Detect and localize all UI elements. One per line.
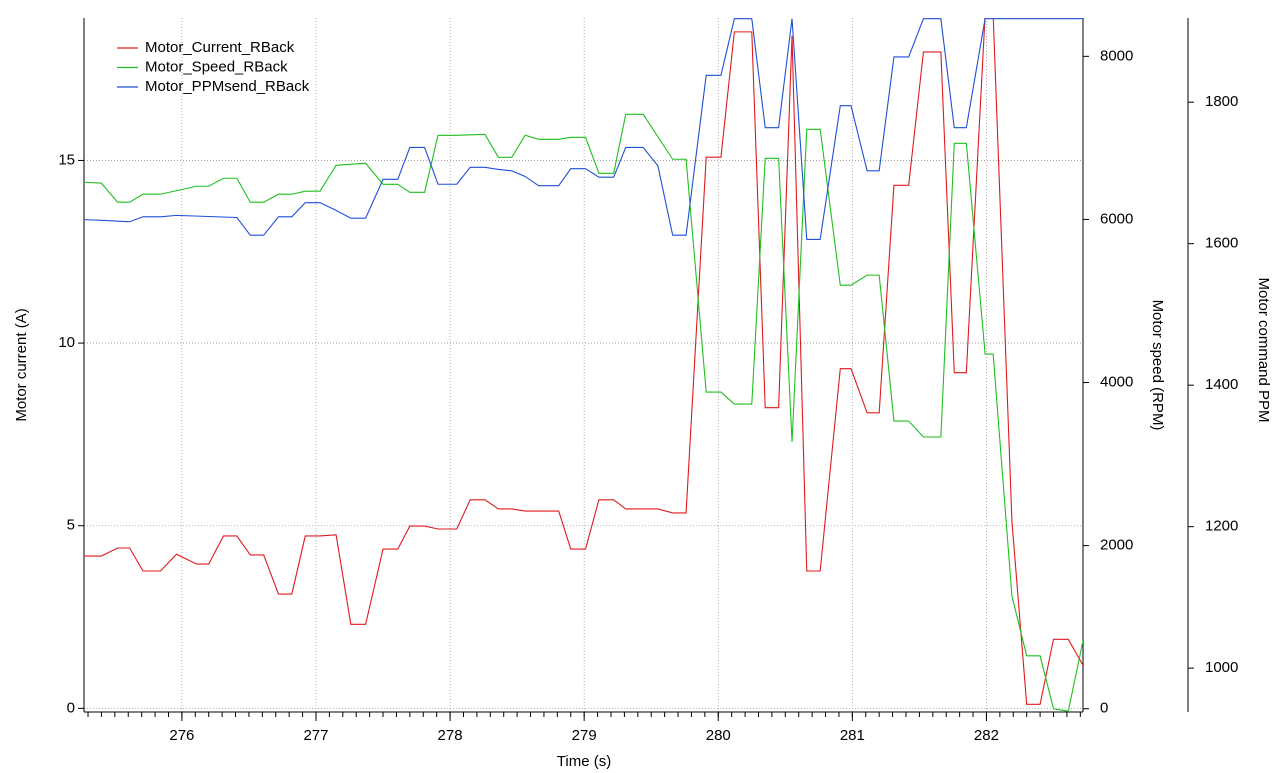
y3-tick-label: 1800 [1205, 93, 1238, 110]
y3-tick-label: 1600 [1205, 235, 1238, 252]
legend-label: Motor_Current_RBack [145, 39, 295, 56]
x-tick-label: 277 [303, 727, 328, 744]
y2-tick-label: 6000 [1100, 210, 1133, 227]
y-tick-label: 5 [67, 517, 75, 534]
y3-tick-label: 1400 [1205, 376, 1238, 393]
x-tick-label: 279 [572, 727, 597, 744]
legend-label: Motor_Speed_RBack [145, 58, 288, 75]
y2-tick-label: 4000 [1100, 374, 1133, 391]
y2-tick-label: 8000 [1100, 47, 1133, 64]
y3-tick-label: 1200 [1205, 518, 1238, 535]
series-line [84, 18, 1083, 705]
y3-axis-label: Motor command PPM [1255, 277, 1272, 422]
y2-tick-label: 0 [1100, 700, 1108, 717]
x-tick-label: 280 [706, 727, 731, 744]
y3-tick-label: 1000 [1205, 659, 1238, 676]
x-tick-label: 282 [974, 727, 999, 744]
series-line [84, 18, 1083, 240]
x-tick-label: 281 [840, 727, 865, 744]
y2-axis-label: Motor speed (RPM) [1149, 300, 1166, 431]
x-tick-label: 276 [169, 727, 194, 744]
y-tick-label: 10 [58, 334, 75, 351]
x-axis-label: Time (s) [557, 753, 611, 770]
y2-tick-label: 2000 [1100, 537, 1133, 554]
legend-label: Motor_PPMsend_RBack [145, 78, 310, 95]
plot-area [84, 18, 1083, 712]
y-axis-label: Motor current (A) [13, 308, 30, 421]
y-tick-label: 15 [58, 151, 75, 168]
x-tick-label: 278 [438, 727, 463, 744]
y-tick-label: 0 [67, 699, 75, 716]
series-line [84, 113, 1083, 712]
